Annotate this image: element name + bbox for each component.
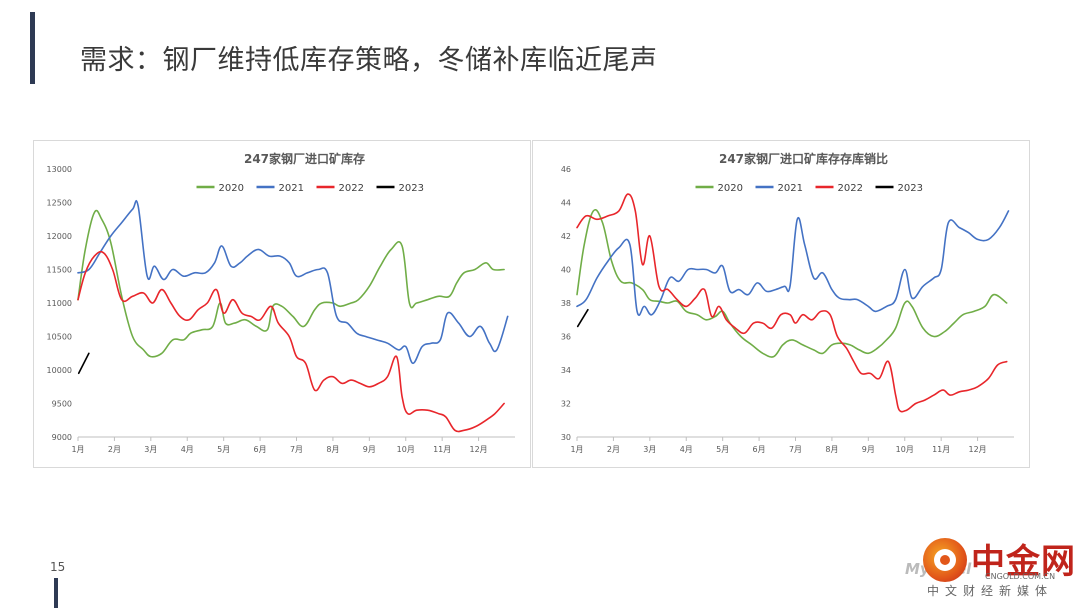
logo-emblem-icon	[923, 538, 967, 582]
legend-label-2021: 2021	[778, 183, 803, 194]
x-tick-label: 8月	[825, 445, 838, 454]
x-tick-label: 11月	[433, 445, 451, 454]
x-tick-label: 11月	[932, 445, 950, 454]
y-tick-label: 30	[561, 433, 571, 442]
x-tick-label: 7月	[290, 445, 303, 454]
chart-ore-inventory: 247家钢厂进口矿库存 2020 2021 2022 2023 9000 9500 10000…	[33, 140, 531, 468]
series-line-2023	[77, 352, 90, 375]
y-tick-label: 10000	[47, 366, 72, 375]
x-tick-label: 3月	[144, 445, 157, 454]
x-tick-label: 12月	[469, 445, 487, 454]
y-tick-label: 36	[561, 333, 571, 342]
y-tick-label: 9500	[52, 400, 72, 409]
series-line-2021	[77, 200, 509, 365]
y-tick-label: 34	[561, 366, 571, 375]
legend-label-2020: 2020	[219, 183, 244, 194]
legend-label-2023: 2023	[399, 183, 424, 194]
brand-logo: Mysteel 中金网 CNGOLD.COM.CN 中文财经新媒体	[905, 534, 1075, 604]
x-tick-label: 2月	[108, 445, 121, 454]
x-tick-label: 9月	[363, 445, 376, 454]
legend-label-2022: 2022	[339, 183, 364, 194]
logo-name: 中金网	[971, 542, 1076, 582]
legend-label-2022: 2022	[838, 183, 863, 194]
chart-title: 247家钢厂进口矿库存存库销比	[719, 151, 888, 166]
x-tick-label: 1月	[71, 445, 84, 454]
series-line-2022	[576, 193, 1008, 413]
logo-url: CNGOLD.COM.CN	[985, 572, 1056, 581]
page-number-bar	[54, 578, 58, 608]
x-tick-label: 4月	[680, 445, 693, 454]
x-tick-label: 3月	[643, 445, 656, 454]
y-tick-label: 9000	[52, 433, 72, 442]
y-tick-label: 46	[561, 165, 571, 174]
y-tick-label: 11500	[47, 266, 72, 275]
series-line-2020	[77, 209, 505, 358]
x-tick-label: 4月	[181, 445, 194, 454]
y-tick-label: 32	[561, 400, 571, 409]
chart-title: 247家钢厂进口矿库存	[244, 151, 365, 166]
x-tick-label: 12月	[968, 445, 986, 454]
chart-ore-inventory-svg: 247家钢厂进口矿库存 2020 2021 2022 2023 9000 9500 10000…	[47, 151, 515, 454]
x-tick-label: 6月	[254, 445, 267, 454]
series-line-2020	[576, 209, 1008, 358]
y-tick-label: 10500	[47, 333, 72, 342]
x-tick-label: 1月	[570, 445, 583, 454]
x-tick-label: 9月	[862, 445, 875, 454]
series-line-2021	[576, 210, 1010, 317]
title-accent-bar	[30, 12, 35, 84]
y-tick-label: 13000	[47, 165, 72, 174]
y-tick-label: 12500	[47, 199, 72, 208]
legend-label-2023: 2023	[898, 183, 923, 194]
y-tick-label: 44	[561, 199, 571, 208]
x-tick-label: 6月	[753, 445, 766, 454]
x-tick-label: 10月	[896, 445, 914, 454]
legend-label-2020: 2020	[718, 183, 743, 194]
logo-subtitle: 中文财经新媒体	[927, 584, 1054, 598]
y-tick-label: 42	[561, 232, 571, 241]
series-line-2023	[576, 308, 589, 328]
y-tick-label: 38	[561, 299, 571, 308]
x-tick-label: 5月	[217, 445, 230, 454]
series-line-2022	[77, 250, 505, 433]
page-number: 15	[50, 560, 66, 574]
x-tick-label: 8月	[326, 445, 339, 454]
y-tick-label: 12000	[47, 232, 72, 241]
chart-ore-inventory-ratio: 247家钢厂进口矿库存存库销比 2020 2021 2022 2023 30 32 34 36 3…	[532, 140, 1030, 468]
x-tick-label: 2月	[607, 445, 620, 454]
chart-ore-inventory-ratio-svg: 247家钢厂进口矿库存存库销比 2020 2021 2022 2023 30 32 34 36 3…	[561, 151, 1014, 454]
y-tick-label: 40	[561, 266, 571, 275]
y-tick-label: 11000	[47, 299, 72, 308]
x-tick-label: 5月	[716, 445, 729, 454]
x-tick-label: 7月	[789, 445, 802, 454]
page-title: 需求：钢厂维持低库存策略，冬储补库临近尾声	[80, 45, 658, 76]
x-tick-label: 10月	[397, 445, 415, 454]
legend-label-2021: 2021	[279, 183, 304, 194]
